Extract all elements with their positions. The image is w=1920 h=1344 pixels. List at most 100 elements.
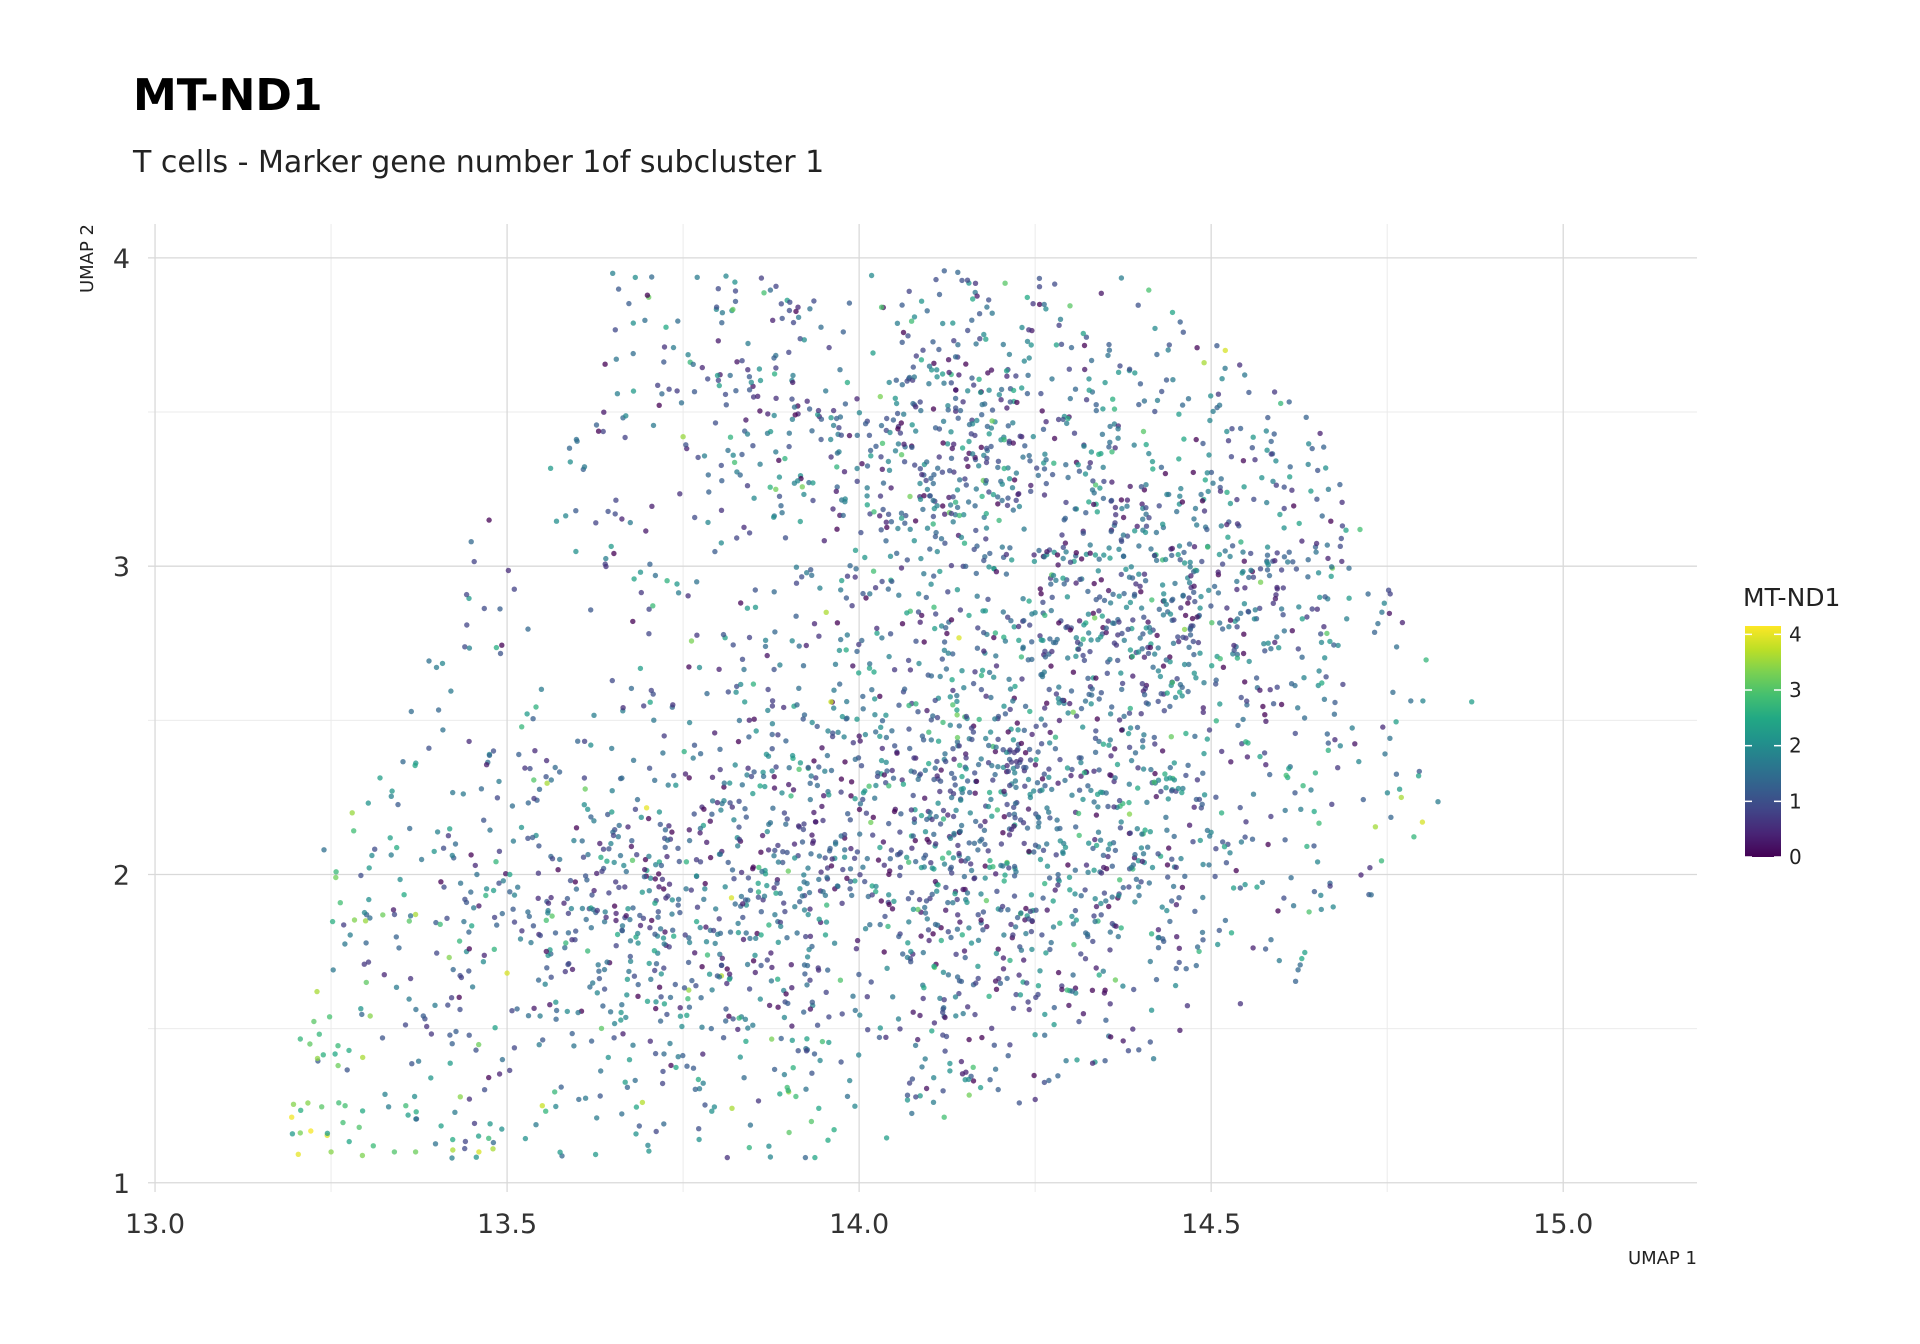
data-point	[772, 912, 778, 918]
data-point	[830, 506, 836, 512]
data-point	[623, 413, 629, 419]
data-point	[1259, 475, 1265, 481]
data-point	[1290, 903, 1297, 909]
data-point	[683, 859, 690, 865]
data-point	[397, 876, 403, 883]
data-point	[1055, 1073, 1061, 1079]
data-point	[961, 685, 967, 691]
data-point	[1103, 1017, 1109, 1023]
data-point	[1010, 507, 1016, 513]
data-point	[995, 458, 1002, 464]
data-point	[961, 873, 968, 880]
data-point	[1327, 883, 1333, 889]
data-point	[922, 1056, 928, 1062]
data-point	[1107, 947, 1113, 953]
data-point	[741, 524, 747, 530]
data-point	[1073, 550, 1080, 556]
data-point	[675, 896, 682, 902]
data-point	[744, 772, 750, 778]
data-point	[1325, 555, 1331, 562]
data-point	[630, 905, 636, 911]
data-point	[1159, 904, 1165, 910]
data-point	[1176, 638, 1182, 645]
data-point	[1143, 505, 1149, 511]
data-point	[1267, 771, 1273, 778]
data-point	[696, 664, 703, 671]
data-point	[725, 859, 731, 866]
data-point	[1135, 765, 1141, 771]
data-point	[879, 578, 885, 585]
data-point	[1257, 579, 1264, 585]
data-point	[819, 745, 825, 751]
data-point	[937, 821, 944, 827]
data-point	[1031, 849, 1037, 855]
data-point	[1105, 587, 1112, 594]
data-point	[593, 422, 600, 428]
data-point	[1196, 948, 1202, 955]
data-point	[1139, 681, 1146, 687]
data-point	[901, 459, 908, 465]
data-point	[771, 355, 777, 361]
data-point	[911, 769, 917, 775]
data-point	[913, 858, 919, 865]
data-point	[525, 1013, 532, 1019]
data-point	[1066, 1002, 1072, 1009]
data-point	[588, 607, 594, 613]
data-point	[1174, 676, 1180, 682]
data-point	[969, 451, 976, 457]
data-point	[600, 428, 606, 435]
data-point	[1088, 449, 1095, 455]
data-point	[604, 959, 610, 965]
data-point	[1076, 618, 1083, 624]
data-point	[800, 716, 806, 722]
data-point	[1007, 1042, 1013, 1048]
data-point	[934, 367, 940, 373]
data-point	[1159, 388, 1165, 395]
data-point	[801, 907, 808, 913]
data-point	[632, 806, 639, 812]
data-point	[870, 814, 876, 820]
data-point	[834, 883, 841, 889]
data-point	[1012, 778, 1019, 784]
data-point	[1097, 594, 1103, 600]
data-point	[757, 996, 763, 1002]
data-point	[793, 564, 800, 570]
data-point	[1339, 499, 1345, 505]
data-point	[1050, 639, 1057, 646]
data-point	[726, 976, 733, 982]
data-point	[974, 645, 981, 651]
data-point	[1130, 673, 1136, 679]
data-point	[1379, 609, 1385, 615]
data-point	[827, 845, 833, 852]
data-point	[672, 981, 678, 988]
data-point	[594, 990, 600, 996]
data-point	[1178, 485, 1184, 492]
data-point	[603, 563, 609, 570]
data-point	[1169, 552, 1175, 559]
data-point	[991, 634, 997, 641]
data-point	[1384, 790, 1391, 796]
data-point	[773, 890, 779, 896]
data-point	[857, 1012, 863, 1018]
data-point	[695, 1076, 702, 1083]
data-point	[977, 1084, 984, 1091]
data-point	[709, 987, 715, 993]
data-point	[975, 625, 981, 631]
data-point	[758, 932, 764, 938]
data-point	[883, 519, 889, 525]
data-point	[609, 809, 615, 815]
data-point	[614, 931, 621, 938]
data-point	[718, 507, 725, 513]
data-point	[691, 811, 697, 817]
data-point	[1262, 946, 1269, 952]
data-point	[678, 400, 685, 406]
data-point	[996, 392, 1002, 398]
data-point	[823, 388, 829, 394]
data-point	[438, 879, 444, 885]
data-point	[890, 994, 896, 1000]
data-point	[883, 538, 889, 544]
data-point	[771, 666, 777, 673]
data-point	[1193, 436, 1199, 443]
data-point	[895, 525, 901, 532]
data-point	[891, 808, 898, 815]
